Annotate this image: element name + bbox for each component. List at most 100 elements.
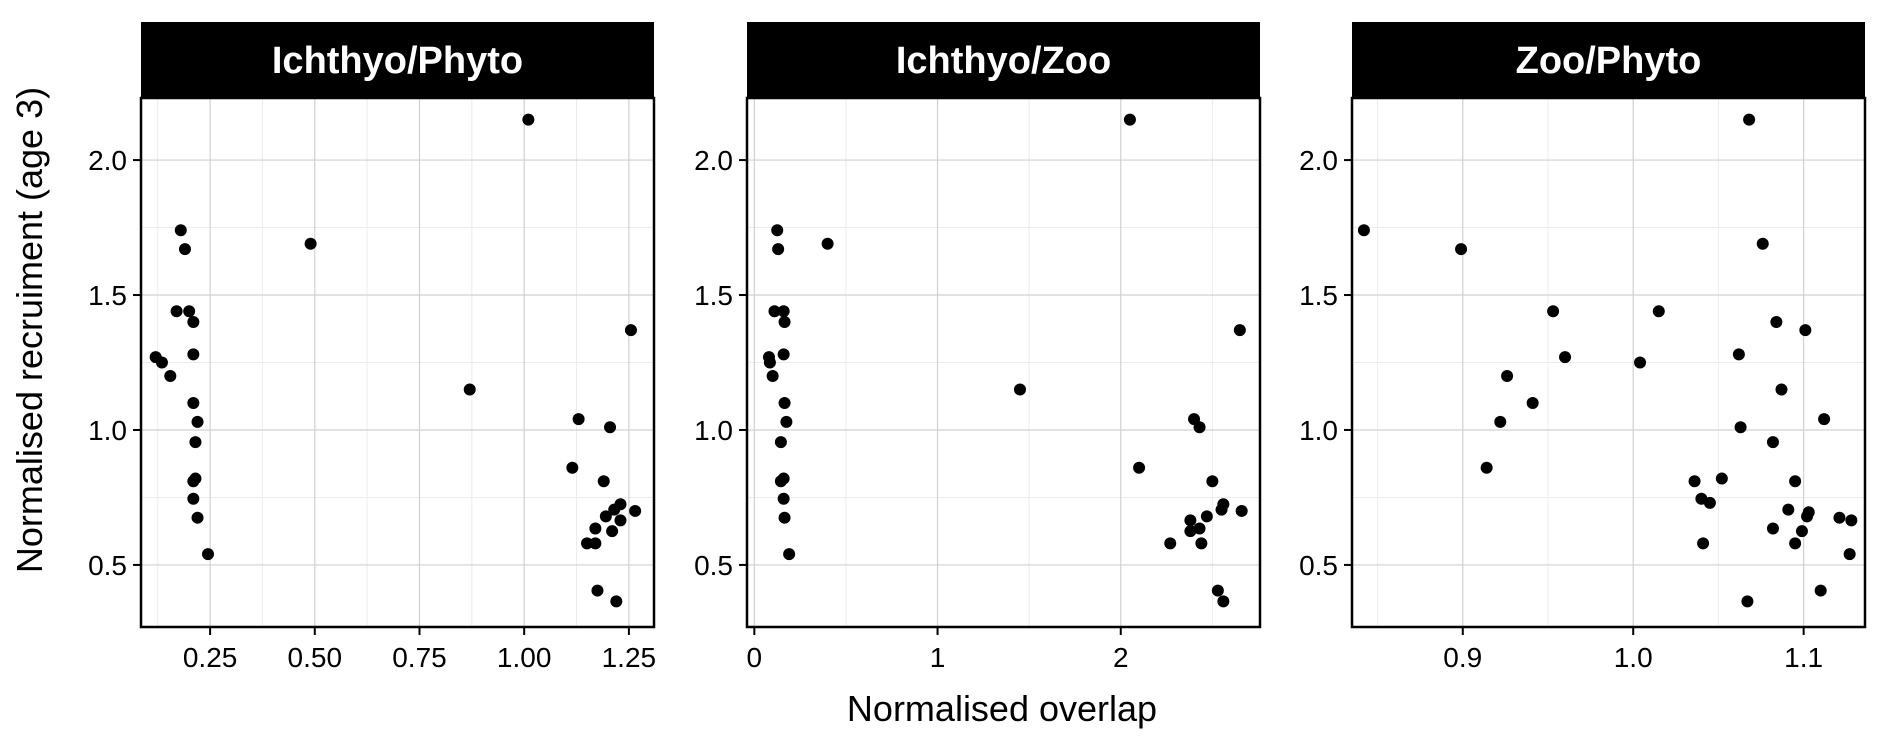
data-point-ichthyo-zoo-30 (1193, 522, 1206, 535)
y-tick-label: 1.0 (694, 415, 733, 446)
data-point-ichthyo-phyto-0 (522, 113, 535, 126)
data-point-ichthyo-phyto-2 (178, 243, 191, 256)
data-point-ichthyo-phyto-10 (164, 369, 177, 382)
data-point-ichthyo-zoo-1 (771, 224, 784, 237)
data-point-ichthyo-zoo-6 (778, 316, 791, 329)
y-tick-label: 2.0 (694, 145, 733, 176)
data-point-ichthyo-phyto-13 (189, 436, 202, 449)
x-tick-label: 0 (747, 642, 763, 673)
data-point-ichthyo-zoo-7 (777, 348, 790, 361)
x-tick-label: 1.00 (497, 642, 552, 673)
data-point-ichthyo-phyto-35 (610, 595, 623, 608)
data-point-ichthyo-zoo-34 (1211, 584, 1224, 597)
data-point-ichthyo-zoo-15 (774, 475, 787, 488)
data-point-ichthyo-phyto-15 (187, 475, 200, 488)
data-point-ichthyo-phyto-29 (614, 514, 627, 527)
facet-strip-ichthyo-zoo (747, 22, 1260, 98)
data-point-zoo-phyto-14 (1818, 413, 1831, 426)
data-point-ichthyo-phyto-26 (608, 503, 621, 516)
panel-ichthyo-phyto: Ichthyo/Phyto 0.5 1.0 1.5 2.0 0.25 0.50 0.75 1.0… (88, 22, 656, 673)
data-point-ichthyo-zoo-18 (783, 548, 796, 561)
data-point-ichthyo-phyto-33 (589, 537, 602, 550)
data-point-zoo-phyto-31 (1697, 537, 1710, 550)
data-point-ichthyo-phyto-24 (597, 475, 610, 488)
data-point-ichthyo-zoo-35 (1217, 595, 1230, 608)
data-point-zoo-phyto-20 (1688, 475, 1701, 488)
data-point-ichthyo-zoo-24 (1206, 475, 1219, 488)
data-point-ichthyo-zoo-19 (1233, 324, 1246, 337)
y-tick-label: 2.0 (1299, 145, 1338, 176)
data-point-ichthyo-phyto-12 (191, 415, 204, 428)
data-point-zoo-phyto-2 (1455, 243, 1468, 256)
facet-title-zoo-phyto: Zoo/Phyto (1516, 40, 1702, 82)
data-point-ichthyo-zoo-3 (821, 237, 834, 250)
data-point-ichthyo-phyto-20 (463, 383, 476, 396)
y-tick-label: 1.5 (88, 280, 127, 311)
data-point-zoo-phyto-29 (1766, 522, 1779, 535)
data-point-zoo-phyto-28 (1845, 514, 1858, 527)
data-point-ichthyo-phyto-6 (187, 316, 200, 329)
x-tick-label: 1.25 (602, 642, 657, 673)
data-point-ichthyo-phyto-27 (629, 504, 642, 517)
data-point-ichthyo-zoo-20 (1013, 383, 1026, 396)
data-point-zoo-phyto-9 (1559, 351, 1572, 364)
data-point-ichthyo-phyto-31 (606, 525, 619, 538)
data-point-ichthyo-phyto-9 (155, 356, 168, 369)
data-point-ichthyo-zoo-26 (1215, 503, 1228, 516)
data-point-zoo-phyto-26 (1801, 510, 1814, 523)
panel-border-ichthyo-phyto (139, 96, 656, 629)
facet-title-ichthyo-zoo: Ichthyo/Zoo (896, 40, 1111, 82)
x-tick-label: 0.75 (392, 642, 447, 673)
data-point-zoo-phyto-7 (1799, 324, 1812, 337)
data-point-ichthyo-phyto-22 (604, 421, 617, 434)
data-point-ichthyo-zoo-33 (1195, 537, 1208, 550)
data-point-zoo-phyto-16 (1734, 421, 1747, 434)
data-point-ichthyo-zoo-11 (778, 396, 791, 409)
data-point-zoo-phyto-6 (1770, 316, 1783, 329)
data-point-zoo-phyto-1 (1357, 224, 1370, 237)
data-point-zoo-phyto-17 (1766, 436, 1779, 449)
data-point-ichthyo-zoo-27 (1235, 504, 1248, 517)
x-tick-label: 1 (930, 642, 946, 673)
data-point-ichthyo-phyto-1 (174, 224, 187, 237)
data-point-ichthyo-zoo-23 (1133, 461, 1146, 474)
data-point-zoo-phyto-11 (1501, 369, 1514, 382)
facet-strip-zoo-phyto (1352, 22, 1865, 98)
y-tick-label: 1.5 (1299, 280, 1338, 311)
data-point-ichthyo-zoo-0 (1123, 113, 1136, 126)
data-point-ichthyo-zoo-32 (1164, 537, 1177, 550)
data-point-ichthyo-zoo-31 (1184, 525, 1197, 538)
data-point-ichthyo-zoo-10 (766, 369, 779, 382)
data-point-ichthyo-phyto-19 (624, 324, 637, 337)
data-point-ichthyo-phyto-5 (183, 305, 196, 318)
y-tick-label: 2.0 (88, 145, 127, 176)
y-tick-label: 1.0 (1299, 415, 1338, 446)
data-point-ichthyo-zoo-17 (778, 511, 791, 524)
y-tick-label: 0.5 (88, 550, 127, 581)
data-point-zoo-phyto-10 (1634, 356, 1647, 369)
panel-border-ichthyo-zoo (745, 96, 1262, 629)
panel-ichthyo-zoo: Ichthyo/Zoo 0.5 1.0 1.5 2.0 0 1 2 (694, 22, 1262, 673)
data-point-zoo-phyto-33 (1843, 548, 1856, 561)
data-point-ichthyo-zoo-16 (777, 492, 790, 505)
data-point-zoo-phyto-19 (1715, 472, 1728, 485)
y-tick-label: 0.5 (1299, 550, 1338, 581)
data-point-zoo-phyto-21 (1789, 475, 1802, 488)
panels-layer: Ichthyo/Phyto 0.5 1.0 1.5 2.0 0.25 0.5 0 0.75 1.0… (88, 22, 1867, 673)
data-point-zoo-phyto-4 (1547, 305, 1560, 318)
data-point-ichthyo-phyto-23 (566, 461, 579, 474)
data-point-ichthyo-zoo-29 (1184, 514, 1197, 527)
data-point-zoo-phyto-32 (1789, 537, 1802, 550)
data-point-zoo-phyto-0 (1743, 113, 1756, 126)
data-point-ichthyo-phyto-3 (304, 237, 317, 250)
data-point-ichthyo-zoo-12 (780, 415, 793, 428)
data-point-ichthyo-phyto-28 (599, 510, 612, 523)
x-axis-title: Normalised overlap (847, 688, 1157, 729)
data-point-ichthyo-phyto-7 (187, 348, 200, 361)
data-point-zoo-phyto-23 (1703, 496, 1716, 509)
y-tick-label: 0.5 (694, 550, 733, 581)
x-tick-label: 0.25 (183, 642, 238, 673)
facet-strip-ichthyo-phyto (141, 22, 654, 98)
facet-title-ichthyo-phyto: Ichthyo/Phyto (272, 40, 523, 82)
